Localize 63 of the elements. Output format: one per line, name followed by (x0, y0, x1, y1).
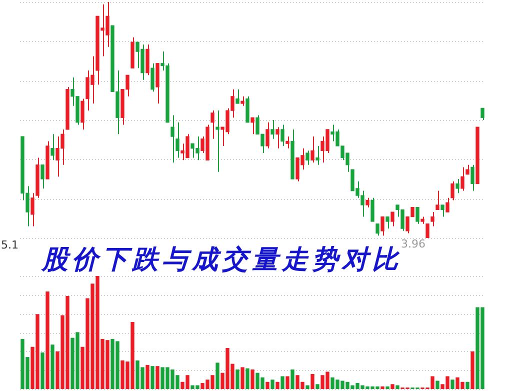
candlestick (430, 212, 434, 227)
candlestick (366, 197, 370, 208)
bar (466, 382, 470, 389)
candlestick (150, 62, 154, 92)
candlestick (450, 180, 454, 201)
bar (386, 386, 390, 389)
candlestick (266, 122, 270, 149)
bar (450, 380, 454, 389)
text: 5.1 (1, 238, 18, 252)
candlestick (316, 145, 320, 166)
candlestick (440, 204, 444, 218)
candlestick (480, 108, 484, 120)
annotation: 3.96 (401, 237, 426, 250)
candlestick (286, 136, 290, 149)
bar (390, 384, 394, 389)
bar (276, 382, 280, 389)
candlestick (216, 110, 220, 172)
bar (246, 368, 250, 389)
candlestick (380, 216, 384, 236)
candlestick (50, 134, 54, 161)
candlestick (306, 150, 310, 166)
candlestick (270, 120, 274, 140)
bar (396, 385, 400, 389)
candlestick (276, 126, 280, 149)
bar (50, 344, 54, 389)
candlestick (390, 212, 394, 227)
candlestick (446, 197, 450, 213)
candlestick (280, 124, 284, 146)
candlestick (370, 197, 374, 222)
bar (146, 364, 150, 389)
candlestick (436, 190, 440, 210)
bar (290, 369, 294, 389)
candlestick (310, 136, 314, 163)
bar (150, 366, 154, 389)
bar (156, 366, 160, 389)
candlestick (80, 98, 84, 130)
bar (216, 362, 220, 389)
bar (280, 376, 284, 389)
text: 股价下跌与成交量走势对比 (42, 245, 402, 275)
bar (310, 374, 314, 389)
bar (250, 369, 254, 389)
bar (380, 386, 384, 389)
candlestick (456, 178, 460, 194)
bar (270, 380, 274, 389)
bar (436, 380, 440, 389)
candlestick (210, 110, 214, 140)
candlestick (240, 96, 244, 106)
bar (40, 352, 44, 389)
candlestick (386, 216, 390, 230)
candlestick (40, 164, 44, 189)
bar (286, 376, 290, 389)
bar (266, 382, 270, 389)
candlestick (416, 206, 420, 224)
candlestick (470, 164, 474, 192)
bar (46, 291, 50, 389)
bar (240, 367, 244, 389)
bar (470, 351, 474, 389)
candlestick (236, 88, 240, 104)
candlestick (376, 223, 380, 236)
bar (236, 369, 240, 389)
candlestick (250, 117, 254, 135)
bar (316, 384, 320, 389)
bar (306, 385, 310, 389)
